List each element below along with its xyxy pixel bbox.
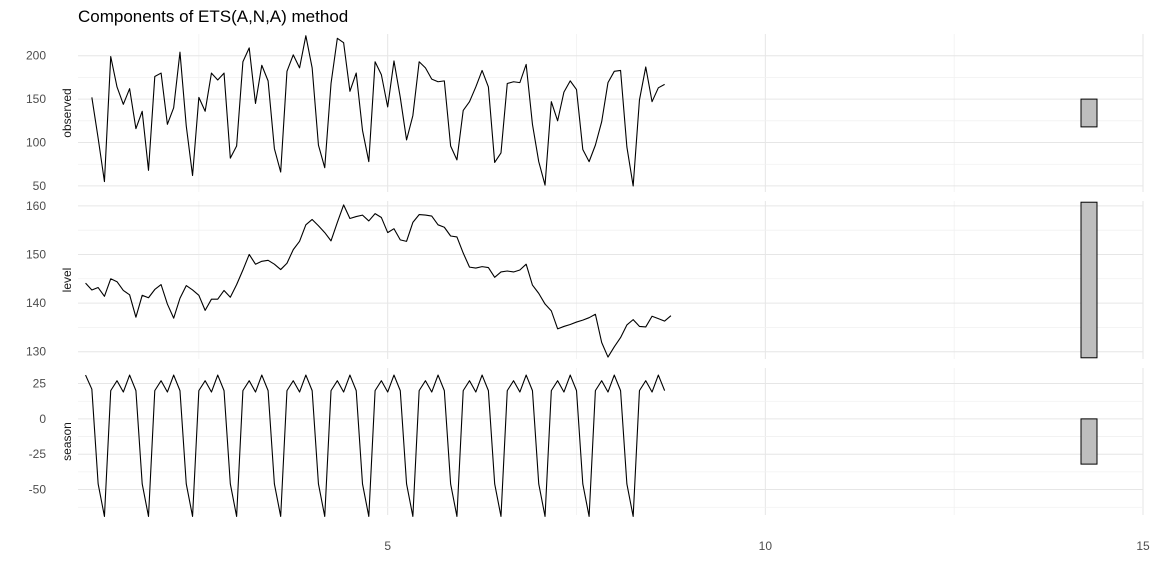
panel-observed: 50 100 150 200 observed: [26, 34, 1144, 193]
y-axis-label-level: level: [60, 268, 74, 293]
panel-season: -50 -25 0 25 season: [29, 368, 1144, 517]
y-tick-label: 100: [26, 136, 46, 150]
y-tick-label: 25: [33, 377, 47, 391]
y-tick-label: -50: [29, 483, 47, 497]
series-line-level: [85, 204, 672, 358]
y-tick-label: 150: [26, 247, 46, 261]
chart-title: Components of ETS(A,N,A) method: [78, 7, 348, 26]
y-tick-label: 150: [26, 92, 46, 106]
y-tick-label: 130: [26, 345, 46, 359]
panel-level: 130 140 150 160 level: [26, 199, 1144, 359]
y-tick-label: 200: [26, 49, 46, 63]
range-bar-observed: [1080, 98, 1098, 128]
x-tick-label: 5: [384, 539, 391, 553]
x-tick-label: 10: [759, 539, 773, 553]
x-tick-label: 15: [1136, 539, 1150, 553]
y-tick-label: 50: [33, 179, 47, 193]
x-axis: 5 10 15: [384, 539, 1150, 553]
y-tick-label: 140: [26, 296, 46, 310]
chart-panels: 50100150200observed130140150160level-50-…: [26, 34, 1144, 517]
y-tick-label: 160: [26, 199, 46, 213]
series-line-season: [85, 374, 666, 517]
series-line-observed: [91, 35, 665, 187]
y-tick-label: -25: [29, 447, 47, 461]
range-bar-level: [1080, 201, 1098, 359]
range-bar-season: [1080, 418, 1098, 465]
y-tick-label: 0: [39, 412, 46, 426]
y-axis-label-observed: observed: [60, 88, 74, 137]
y-axis-label-season: season: [60, 422, 74, 461]
